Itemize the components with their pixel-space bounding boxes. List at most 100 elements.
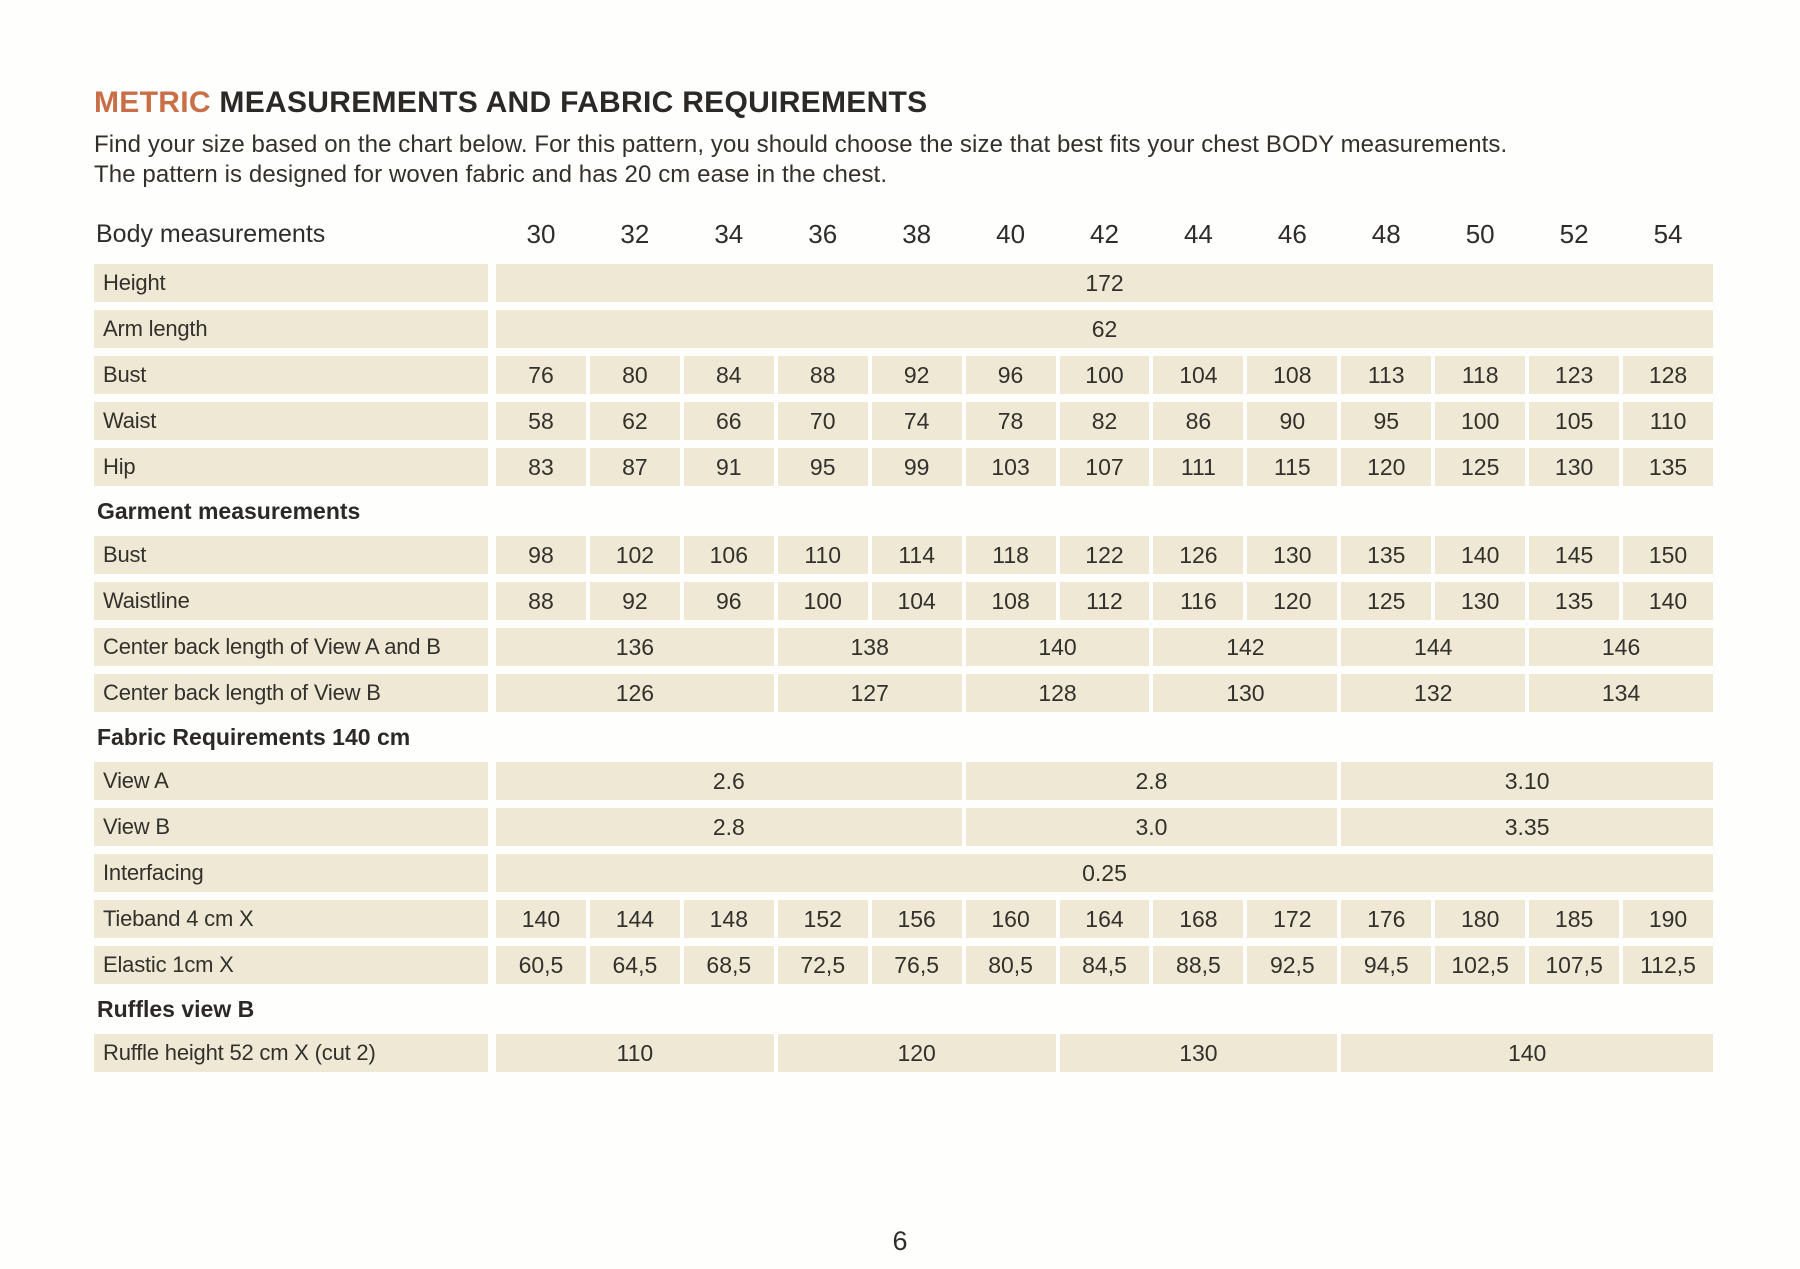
value-cell: 152 <box>777 900 868 938</box>
size-column-header: 34 <box>714 218 744 249</box>
measurement-table: Body measurements 30 32 34 36 38 40 42 44 46 48 50… <box>94 214 1713 1072</box>
value-cell-span: 132 <box>1341 674 1526 712</box>
row-cells: 172 <box>496 264 1713 302</box>
value-cell-span: 140 <box>1341 1034 1713 1072</box>
value-cell: 68,5 <box>683 946 774 984</box>
value-cell: 150 <box>1623 536 1713 574</box>
row-cells: 88 92 96 100 104 108 112 116 120 125 130 135 140 <box>496 582 1713 620</box>
value-cell: 114 <box>871 536 962 574</box>
size-column-header: 46 <box>1277 218 1307 249</box>
value-cell: 108 <box>965 582 1056 620</box>
value-cell: 84 <box>683 356 774 394</box>
table-row: Ruffle height 52 cm X (cut 2) 110 120 130 14… <box>94 1034 1713 1072</box>
row-label: View A <box>94 762 488 800</box>
size-column-header: 44 <box>1183 218 1213 249</box>
value-cell: 99 <box>871 448 962 486</box>
value-cell: 112,5 <box>1623 946 1713 984</box>
value-cell: 62 <box>589 402 680 440</box>
value-cell: 100 <box>1435 402 1526 440</box>
row-label: Center back length of View A and B <box>94 628 488 666</box>
page-number: 6 <box>892 1226 908 1256</box>
table-row: View B 2.8 3.0 3.35 <box>94 808 1713 846</box>
table-row: View A 2.6 2.8 3.10 <box>94 762 1713 800</box>
value-cell: 96 <box>683 582 774 620</box>
value-cell-span: 130 <box>1153 674 1338 712</box>
value-cell: 130 <box>1247 536 1338 574</box>
row-label: Ruffle height 52 cm X (cut 2) <box>94 1034 488 1072</box>
row-label: Arm length <box>94 310 488 348</box>
value-cell: 176 <box>1341 900 1432 938</box>
row-label: Interfacing <box>94 854 488 892</box>
row-label: View B <box>94 808 488 846</box>
row-cells: 136 138 140 142 144 146 <box>496 628 1713 666</box>
value-cell: 80 <box>589 356 680 394</box>
value-cell-span: 126 <box>496 674 774 712</box>
value-cell: 120 <box>1341 448 1432 486</box>
value-cell: 190 <box>1623 900 1713 938</box>
value-cell: 180 <box>1435 900 1526 938</box>
value-cell: 160 <box>965 900 1056 938</box>
row-label: Bust <box>94 356 488 394</box>
value-cell: 120 <box>1247 582 1338 620</box>
row-label: Bust <box>94 536 488 574</box>
value-cell: 111 <box>1153 448 1244 486</box>
value-cell: 118 <box>1435 356 1526 394</box>
row-cells: 98 102 106 110 114 118 122 126 130 135 140 145 150 <box>496 536 1713 574</box>
value-cell: 100 <box>1059 356 1150 394</box>
row-cells: 62 <box>496 310 1713 348</box>
value-cell-span: 128 <box>965 674 1150 712</box>
value-cell-span: 2.8 <box>965 762 1338 800</box>
value-cell-span: 130 <box>1059 1034 1338 1072</box>
row-label: Hip <box>94 448 488 486</box>
value-cell-span: 138 <box>777 628 962 666</box>
value-cell: 92 <box>871 356 962 394</box>
value-cell: 108 <box>1247 356 1338 394</box>
value-cell: 102,5 <box>1435 946 1526 984</box>
size-column-header: 52 <box>1559 218 1589 249</box>
value-cell: 140 <box>1435 536 1526 574</box>
value-cell-span: 146 <box>1529 628 1713 666</box>
value-cell: 126 <box>1153 536 1244 574</box>
value-cell-span: 62 <box>496 310 1713 348</box>
value-cell-span: 3.35 <box>1341 808 1713 846</box>
row-label: Tieband 4 cm X <box>94 900 488 938</box>
value-cell: 125 <box>1435 448 1526 486</box>
value-cell: 86 <box>1153 402 1244 440</box>
row-cells: 2.8 3.0 3.35 <box>496 808 1713 846</box>
value-cell: 172 <box>1247 900 1338 938</box>
value-cell: 107,5 <box>1529 946 1620 984</box>
value-cell: 83 <box>496 448 586 486</box>
size-header-cells: 30 32 34 36 38 40 42 44 46 48 50 52 54 <box>496 214 1713 254</box>
value-cell: 66 <box>683 402 774 440</box>
value-cell: 106 <box>683 536 774 574</box>
section-heading: Ruffles view B <box>97 995 255 1022</box>
value-cell-span: 142 <box>1153 628 1338 666</box>
value-cell: 95 <box>777 448 868 486</box>
value-cell: 94,5 <box>1341 946 1432 984</box>
value-cell: 72,5 <box>777 946 868 984</box>
value-cell: 76 <box>496 356 586 394</box>
value-cell: 168 <box>1153 900 1244 938</box>
value-cell: 144 <box>589 900 680 938</box>
value-cell: 74 <box>871 402 962 440</box>
size-header-row: Body measurements 30 32 34 36 38 40 42 44 46 48 50… <box>94 214 1713 254</box>
size-column-header: 32 <box>620 218 650 249</box>
table-row: Height 172 <box>94 264 1713 302</box>
value-cell: 115 <box>1247 448 1338 486</box>
value-cell: 98 <box>496 536 586 574</box>
value-cell: 113 <box>1341 356 1432 394</box>
table-row: Center back length of View A and B 136 138… <box>94 628 1713 666</box>
value-cell-span: 127 <box>777 674 962 712</box>
size-column-header: 54 <box>1653 218 1683 249</box>
value-cell: 88,5 <box>1153 946 1244 984</box>
corner-label: Body measurements <box>96 219 326 248</box>
row-cells: 126 127 128 130 132 134 <box>496 674 1713 712</box>
value-cell: 58 <box>496 402 586 440</box>
value-cell-span: 172 <box>496 264 1713 302</box>
value-cell-span: 3.0 <box>965 808 1338 846</box>
table-row: Tieband 4 cm X 140 144 148 152 156 160 164 168 17… <box>94 900 1713 938</box>
value-cell: 88 <box>777 356 868 394</box>
intro-paragraph: Find your size based on the chart below.… <box>94 130 1713 190</box>
row-cells: 60,5 64,5 68,5 72,5 76,5 80,5 84,5 88,5 92,5 94,5… <box>496 946 1713 984</box>
